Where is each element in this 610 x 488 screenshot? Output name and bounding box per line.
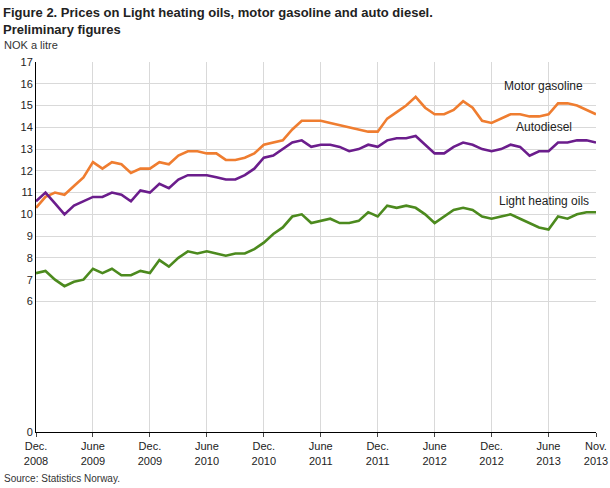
svg-text:June2013: June2013 — [536, 440, 560, 466]
svg-text:June2009: June2009 — [81, 440, 105, 466]
svg-text:10: 10 — [21, 208, 33, 220]
svg-text:7: 7 — [27, 274, 33, 286]
svg-text:8: 8 — [27, 252, 33, 264]
svg-text:11: 11 — [21, 186, 32, 198]
svg-text:Light heating oils: Light heating oils — [499, 194, 589, 208]
svg-text:NOK a litre: NOK a litre — [4, 39, 58, 51]
svg-text:Dec.2009: Dec.2009 — [138, 440, 162, 466]
svg-text:Dec.2011: Dec.2011 — [366, 440, 390, 466]
svg-text:12: 12 — [21, 165, 33, 177]
svg-text:Dec.2008: Dec.2008 — [24, 440, 48, 466]
svg-text:Source: Statistics Norway.: Source: Statistics Norway. — [4, 473, 120, 484]
svg-text:14: 14 — [21, 121, 33, 133]
svg-text:June2010: June2010 — [195, 440, 219, 466]
svg-text:6: 6 — [27, 295, 33, 307]
svg-text:13: 13 — [21, 143, 33, 155]
svg-text:June2012: June2012 — [422, 440, 446, 466]
svg-text:15: 15 — [21, 99, 33, 111]
svg-text:17: 17 — [21, 56, 33, 68]
svg-text:9: 9 — [27, 230, 33, 242]
svg-text:Nov.2013: Nov.2013 — [584, 440, 608, 466]
svg-text:Autodiesel: Autodiesel — [516, 120, 572, 134]
svg-text:Dec.2010: Dec.2010 — [252, 440, 276, 466]
svg-text:16: 16 — [21, 78, 33, 90]
svg-text:Motor gasoline: Motor gasoline — [504, 79, 583, 93]
svg-text:0: 0 — [27, 426, 33, 438]
svg-text:Dec.2012: Dec.2012 — [479, 440, 503, 466]
svg-text:Figure 2. Prices on Light heat: Figure 2. Prices on Light heating oils, … — [3, 5, 433, 37]
svg-text:June2011: June2011 — [309, 440, 333, 466]
